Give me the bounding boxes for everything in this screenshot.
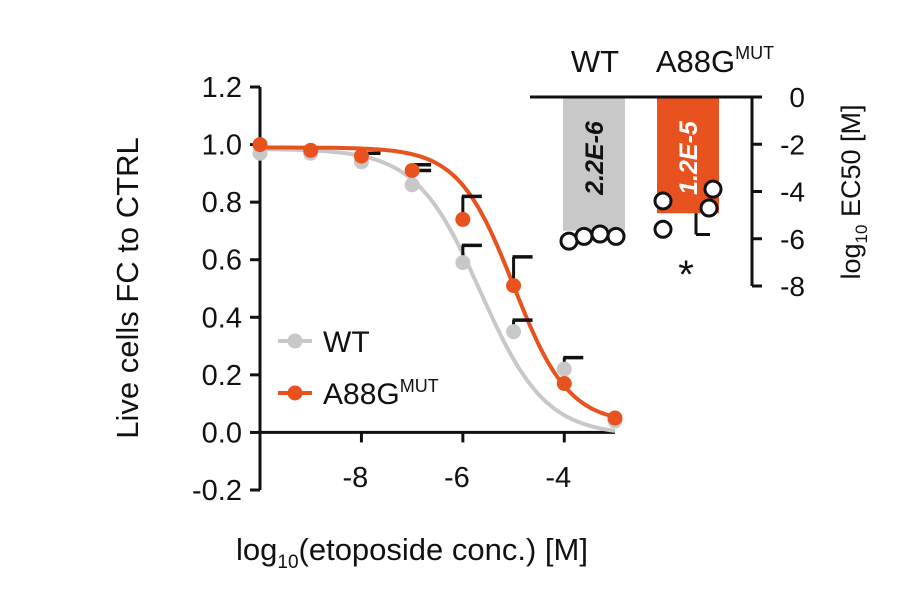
x-tick-label: -4 bbox=[545, 462, 571, 494]
x-axis-title-rest: (etoposide conc.) [M] bbox=[299, 532, 588, 567]
y-axis-title: Live cells FC to CTRL bbox=[110, 137, 145, 438]
ec50-inset-plot: 0 -2 -4 -6 -8 log10 EC50 [M] WT A88GMUT 2.2E-6 1.… bbox=[530, 43, 871, 302]
y-tick-label: 0.6 bbox=[202, 245, 242, 277]
inset-category-label-wt: WT bbox=[571, 44, 619, 79]
inset-y-axis-title-rest: EC50 [M] bbox=[836, 105, 866, 225]
inset-y-axis-title: log10 EC50 [M] bbox=[836, 105, 871, 280]
data-point-mutant bbox=[455, 211, 471, 227]
bar-value-label-mutant: 1.2E-5 bbox=[675, 120, 703, 195]
y-tick-label: 1.2 bbox=[202, 72, 242, 104]
inset-y-tick-label: -4 bbox=[780, 177, 805, 208]
legend-label-main: A88G bbox=[323, 378, 400, 411]
dose-response-plot: -0.2 0.0 0.2 0.4 0.6 0.8 1.0 1.2 -8 -6 -4 Live cell… bbox=[110, 72, 623, 573]
replicate-point-mutant bbox=[653, 219, 673, 239]
inset-category-label-main: A88G bbox=[656, 44, 735, 79]
data-point-mutant bbox=[303, 142, 319, 158]
ec50-bar-wt bbox=[563, 97, 625, 231]
inset-y-tick-label: -8 bbox=[780, 271, 805, 302]
y-tick-label: 0.8 bbox=[202, 187, 242, 219]
legend-swatch-marker-mutant bbox=[287, 385, 303, 401]
fit-curve-mutant bbox=[260, 145, 616, 419]
data-point-wt bbox=[455, 255, 471, 271]
data-point-mutant bbox=[353, 148, 369, 164]
legend-label-mutant: A88GMUT bbox=[323, 376, 439, 411]
inset-y-tick-label: 0 bbox=[789, 82, 805, 113]
data-point-mutant bbox=[404, 162, 420, 178]
y-tick-label: 0.0 bbox=[202, 417, 242, 449]
fit-curve-wt bbox=[260, 147, 616, 433]
legend-label-main: WT bbox=[323, 326, 370, 359]
y-tick-label: 0.4 bbox=[202, 302, 242, 334]
replicate-point-wt bbox=[574, 226, 594, 246]
inset-y-tick-label: -2 bbox=[780, 129, 805, 160]
replicate-point-wt bbox=[606, 226, 626, 246]
significance-asterisk: * bbox=[678, 253, 694, 297]
y-tick-label: 1.0 bbox=[202, 130, 242, 162]
inset-y-axis-title-subscript: 10 bbox=[852, 225, 871, 244]
y-tick-label: -0.2 bbox=[192, 475, 242, 507]
legend-label-superscript: MUT bbox=[400, 376, 439, 396]
replicate-point-mutant bbox=[653, 191, 673, 211]
data-point-mutant bbox=[607, 410, 623, 426]
replicate-point-mutant bbox=[703, 179, 723, 199]
inset-category-label-superscript: MUT bbox=[735, 43, 774, 63]
replicate-point-mutant bbox=[699, 198, 719, 218]
y-tick-label: 0.2 bbox=[202, 360, 242, 392]
bar-value-label-wt: 2.2E-6 bbox=[581, 120, 609, 196]
replicate-point-wt bbox=[590, 224, 610, 244]
x-axis-title: log10(etoposide conc.) [M] bbox=[236, 532, 588, 573]
legend-swatch-marker-wt bbox=[287, 333, 303, 349]
legend-label-wt: WT bbox=[323, 326, 370, 359]
data-point-wt bbox=[404, 177, 420, 193]
inset-category-label-mutant: A88GMUT bbox=[656, 43, 774, 79]
inset-category-label-main: WT bbox=[571, 44, 619, 79]
x-axis-title-prefix: log bbox=[236, 532, 277, 567]
data-point-wt bbox=[506, 324, 522, 340]
data-point-mutant bbox=[252, 137, 268, 153]
inset-y-axis-title-prefix: log bbox=[836, 243, 866, 279]
data-point-wt bbox=[556, 361, 572, 377]
inset-y-tick-label: -6 bbox=[780, 224, 805, 255]
x-tick-label: -8 bbox=[343, 462, 369, 494]
x-axis-title-subscript: 10 bbox=[277, 552, 298, 573]
data-point-mutant bbox=[506, 278, 522, 294]
x-tick-label: -6 bbox=[444, 462, 470, 494]
data-point-mutant bbox=[556, 375, 572, 391]
